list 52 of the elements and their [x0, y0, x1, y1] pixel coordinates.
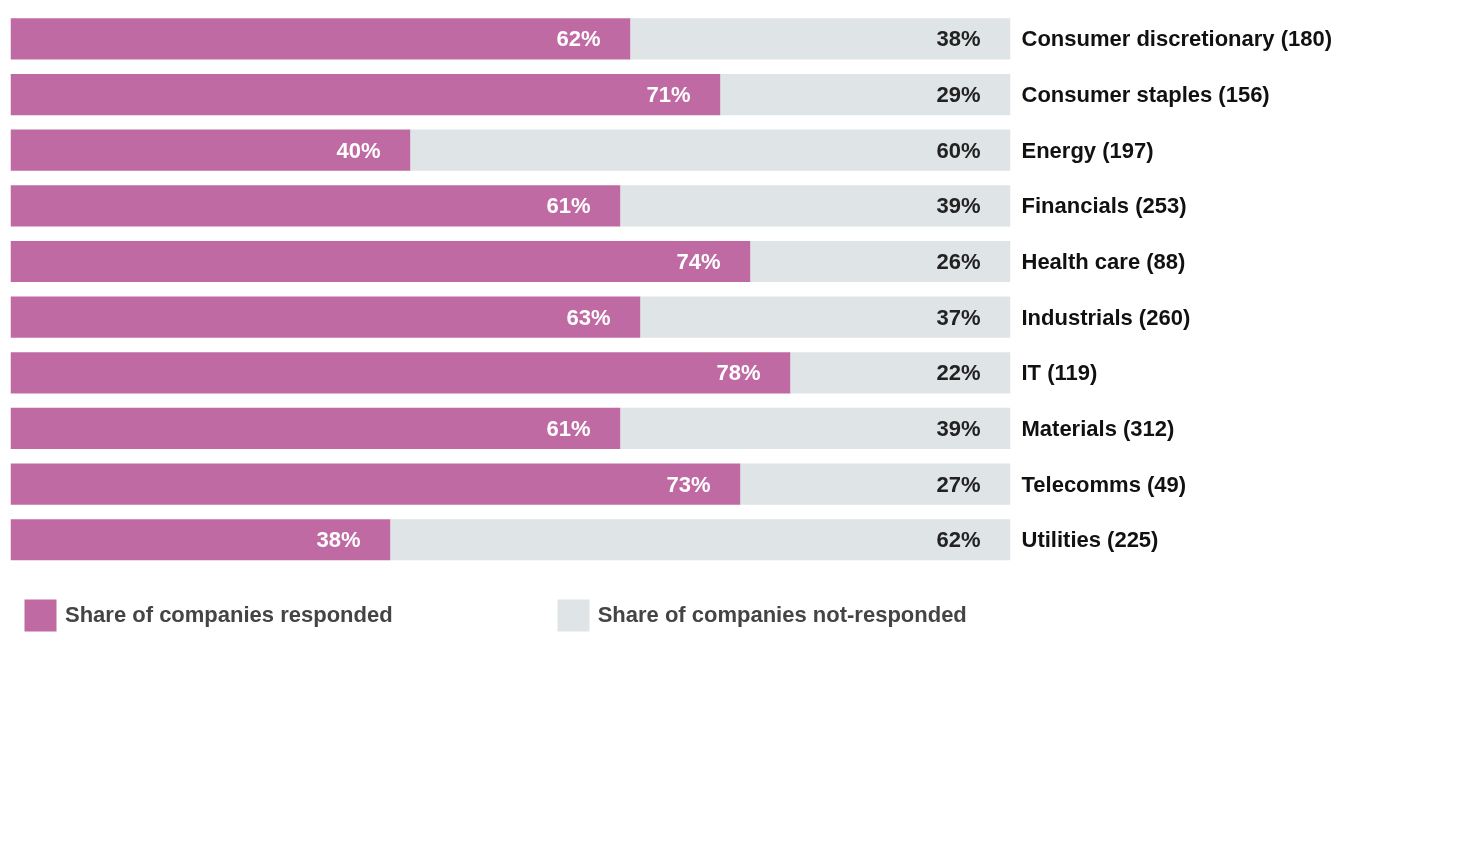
bar: [10, 18, 631, 60]
data-label: 26%: [936, 249, 981, 274]
data-label: 61%: [546, 193, 591, 219]
bar: [740, 463, 1011, 505]
data-label: 78%: [716, 360, 761, 386]
data-label: 73%: [666, 471, 711, 497]
data-label: 22%: [936, 360, 981, 386]
bar: [630, 18, 1011, 60]
bar: [10, 240, 751, 283]
data-label: 63%: [566, 304, 611, 330]
data-label: 39%: [936, 193, 981, 219]
bar: [10, 519, 391, 561]
legend-label: Share of companies responded: [65, 602, 393, 628]
bar: [10, 463, 741, 505]
bar: [410, 129, 1011, 171]
data-label: 71%: [646, 82, 691, 108]
data-label: 74%: [676, 249, 721, 274]
data-label: 37%: [936, 304, 981, 330]
bar: [10, 407, 621, 450]
bar: [10, 185, 621, 227]
y-tick-label: IT (119): [1021, 360, 1098, 386]
y-tick-label: Energy (197): [1021, 137, 1154, 163]
bar: [750, 240, 1011, 283]
data-label: 62%: [556, 26, 601, 52]
bar: [620, 407, 1011, 450]
data-label: 62%: [936, 527, 981, 553]
data-label: 60%: [936, 137, 981, 163]
bar: [790, 352, 1011, 394]
data-label: 27%: [936, 471, 981, 497]
y-tick-label: Consumer discretionary (180): [1021, 26, 1333, 52]
data-label: 61%: [546, 415, 591, 441]
legend-label: Share of companies not-responded: [597, 602, 967, 628]
bar: [10, 129, 411, 171]
bar: [720, 73, 1011, 116]
bar: [620, 185, 1011, 227]
y-tick-label: Utilities (225): [1021, 527, 1159, 553]
y-tick-label: Financials (253): [1021, 193, 1187, 219]
data-label: 40%: [336, 137, 381, 163]
data-label: 29%: [936, 82, 981, 108]
bar: [10, 73, 721, 116]
data-label: 38%: [316, 527, 361, 553]
bar: [390, 519, 1011, 561]
y-tick-label: Industrials (260): [1021, 304, 1191, 330]
bar: [10, 296, 641, 338]
y-tick-label: Telecomms (49): [1021, 471, 1187, 497]
y-tick-label: Materials (312): [1021, 415, 1175, 441]
bar: [640, 296, 1011, 338]
y-tick-label: Health care (88): [1021, 249, 1186, 274]
data-label: 39%: [936, 415, 981, 441]
y-tick-label: Consumer staples (156): [1021, 82, 1270, 108]
bar: [10, 352, 791, 394]
data-label: 38%: [936, 26, 981, 52]
